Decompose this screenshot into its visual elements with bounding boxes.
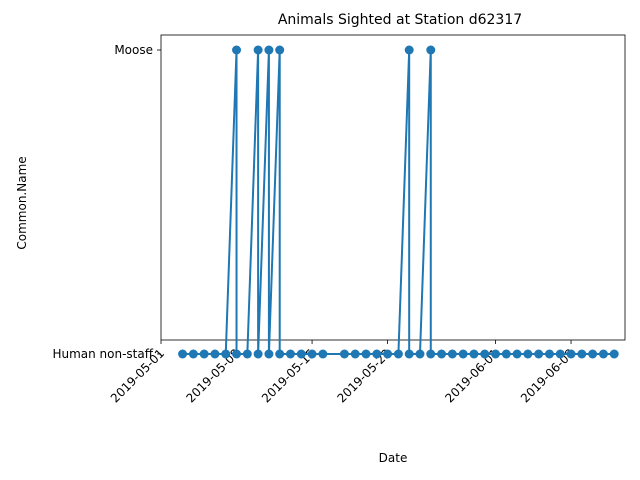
plot-frame	[160, 34, 626, 341]
data-point	[512, 349, 522, 359]
data-point	[275, 45, 285, 55]
data-point	[469, 349, 479, 359]
data-point	[598, 349, 608, 359]
data-point	[253, 349, 263, 359]
data-point	[242, 349, 252, 359]
plot-area	[160, 34, 626, 341]
y-axis-label: Common.Name	[15, 156, 29, 249]
data-point	[523, 349, 533, 359]
chart-title: Animals Sighted at Station d62317	[278, 12, 522, 28]
data-point	[588, 349, 598, 359]
data-point	[480, 349, 490, 359]
data-point	[577, 349, 587, 359]
y-tick-label: Human non-staff	[52, 347, 153, 361]
data-point	[426, 349, 436, 359]
data-point	[372, 349, 382, 359]
data-point	[264, 349, 274, 359]
data-point	[350, 349, 360, 359]
data-point	[178, 349, 188, 359]
data-point	[221, 349, 231, 359]
data-point	[361, 349, 371, 359]
data-point	[264, 45, 274, 55]
data-point	[339, 349, 349, 359]
data-point	[253, 45, 263, 55]
data-point	[232, 45, 242, 55]
data-point	[210, 349, 220, 359]
data-point	[501, 349, 511, 359]
data-point	[609, 349, 619, 359]
data-point	[383, 349, 393, 359]
data-point	[437, 349, 447, 359]
data-point	[404, 349, 414, 359]
data-point	[404, 45, 414, 55]
data-point	[285, 349, 295, 359]
data-point	[307, 349, 317, 359]
data-point	[447, 349, 457, 359]
data-point	[491, 349, 501, 359]
data-point	[318, 349, 328, 359]
series-line	[182, 49, 615, 355]
data-point	[534, 349, 544, 359]
data-point	[415, 349, 425, 359]
data-point	[555, 349, 565, 359]
y-tick-label: Moose	[114, 43, 153, 57]
data-point	[393, 349, 403, 359]
x-axis-label: Date	[379, 451, 408, 465]
data-point	[188, 349, 198, 359]
y-axis: Human non-staff Moose	[52, 43, 161, 361]
data-point	[426, 45, 436, 55]
data-point	[275, 349, 285, 359]
data-point	[296, 349, 306, 359]
series-layer	[178, 45, 619, 359]
data-point	[458, 349, 468, 359]
data-point	[232, 349, 242, 359]
data-point	[566, 349, 576, 359]
data-point	[199, 349, 209, 359]
data-point	[544, 349, 554, 359]
